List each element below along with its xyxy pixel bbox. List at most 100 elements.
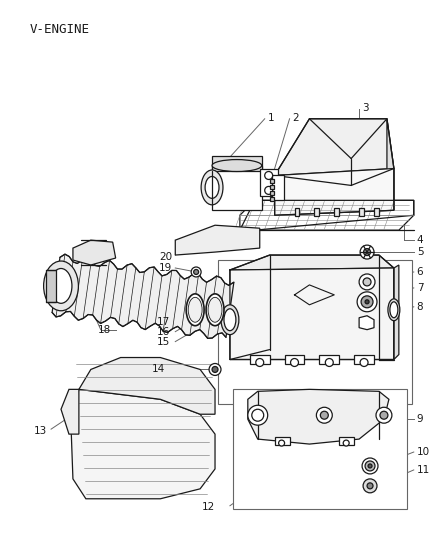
Polygon shape (61, 389, 79, 434)
Circle shape (361, 296, 373, 308)
Polygon shape (359, 316, 374, 330)
Ellipse shape (188, 297, 202, 322)
Bar (359, 208, 364, 216)
Circle shape (357, 292, 377, 312)
Ellipse shape (206, 294, 224, 326)
Text: 17: 17 (157, 317, 170, 327)
Ellipse shape (388, 299, 400, 321)
Ellipse shape (205, 176, 219, 198)
Text: 19: 19 (159, 263, 172, 273)
Circle shape (212, 367, 218, 373)
Polygon shape (52, 254, 234, 338)
Bar (339, 437, 354, 445)
Polygon shape (73, 240, 116, 265)
Polygon shape (79, 358, 215, 414)
Bar (272, 175, 283, 200)
Text: 11: 11 (417, 465, 430, 475)
Bar (218, 260, 412, 404)
Ellipse shape (186, 294, 204, 326)
Bar (334, 208, 339, 216)
Text: 9: 9 (417, 414, 424, 424)
Bar (275, 437, 290, 445)
Circle shape (360, 245, 374, 259)
Text: 13: 13 (34, 426, 47, 436)
Text: 7: 7 (417, 283, 424, 293)
Circle shape (194, 270, 198, 274)
Circle shape (368, 464, 372, 468)
Bar (270, 191, 274, 196)
Circle shape (252, 409, 264, 421)
Circle shape (380, 411, 388, 419)
Bar (270, 197, 274, 201)
Ellipse shape (201, 170, 223, 205)
Bar (260, 168, 278, 196)
Bar (233, 389, 407, 508)
Polygon shape (387, 119, 394, 211)
Polygon shape (230, 255, 394, 270)
Polygon shape (240, 200, 414, 230)
Bar (250, 354, 270, 365)
Polygon shape (275, 168, 394, 215)
Text: 14: 14 (152, 365, 165, 375)
Circle shape (364, 248, 371, 255)
Polygon shape (248, 389, 389, 444)
Polygon shape (230, 268, 394, 360)
Bar (319, 354, 339, 365)
Circle shape (256, 359, 264, 367)
Text: 8: 8 (417, 302, 424, 312)
Circle shape (248, 405, 268, 425)
Circle shape (265, 187, 273, 195)
Text: 5: 5 (417, 247, 424, 257)
Text: 4: 4 (417, 235, 424, 245)
Text: V-ENGINE: V-ENGINE (29, 23, 89, 36)
Text: 2: 2 (293, 113, 299, 123)
Ellipse shape (224, 309, 236, 330)
Text: 18: 18 (97, 325, 111, 335)
Circle shape (316, 407, 332, 423)
Circle shape (191, 267, 201, 277)
Polygon shape (71, 389, 215, 499)
Bar (354, 354, 374, 365)
Polygon shape (175, 225, 260, 255)
Text: 20: 20 (159, 252, 172, 262)
Text: 6: 6 (417, 267, 424, 277)
Circle shape (360, 359, 368, 367)
Circle shape (320, 411, 328, 419)
Ellipse shape (212, 159, 262, 172)
Polygon shape (275, 119, 394, 175)
Circle shape (367, 483, 373, 489)
Text: 16: 16 (157, 327, 170, 337)
Circle shape (362, 458, 378, 474)
Circle shape (343, 440, 349, 446)
Polygon shape (394, 265, 399, 360)
Circle shape (365, 300, 369, 304)
Bar (270, 185, 274, 189)
Circle shape (376, 407, 392, 423)
Circle shape (365, 461, 375, 471)
Ellipse shape (44, 261, 78, 311)
Bar (314, 208, 319, 216)
Text: 15: 15 (157, 337, 170, 346)
Ellipse shape (221, 305, 239, 335)
Text: 10: 10 (417, 447, 430, 457)
Bar (374, 208, 379, 216)
Bar (212, 166, 262, 211)
Circle shape (363, 278, 371, 286)
Circle shape (265, 172, 273, 180)
Bar (285, 354, 304, 365)
Bar (294, 208, 300, 216)
Circle shape (290, 359, 298, 367)
Circle shape (363, 479, 377, 493)
Text: 12: 12 (202, 502, 215, 512)
Text: 3: 3 (362, 103, 369, 113)
Text: 1: 1 (268, 113, 274, 123)
Bar (212, 156, 262, 171)
Circle shape (325, 359, 333, 367)
Bar (270, 180, 274, 183)
Circle shape (209, 364, 221, 375)
Circle shape (279, 440, 285, 446)
Ellipse shape (50, 269, 72, 303)
Ellipse shape (208, 297, 222, 322)
Circle shape (359, 274, 375, 290)
Ellipse shape (390, 302, 398, 318)
